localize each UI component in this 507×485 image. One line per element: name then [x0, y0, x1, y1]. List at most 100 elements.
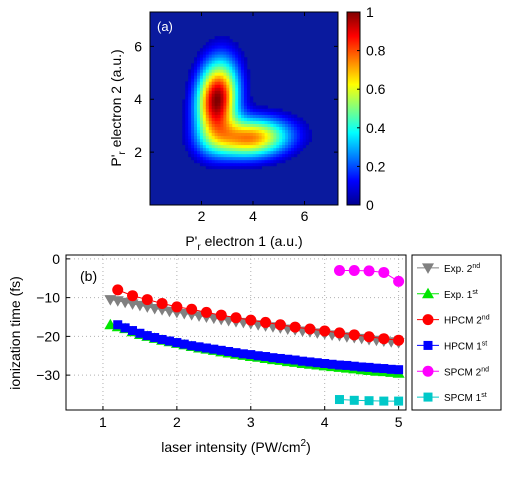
heatmap-cell	[226, 114, 230, 118]
heatmap-cell	[244, 102, 248, 106]
heatmap-cell	[226, 60, 230, 64]
heatmap-cell	[229, 90, 233, 94]
heatmap-cell	[194, 135, 198, 140]
data-point	[334, 395, 344, 405]
heatmap-cell	[267, 129, 271, 134]
heatmap-cell	[296, 150, 301, 155]
heatmap-cell	[238, 54, 242, 58]
heatmap-y-ticks: 2 4 6	[134, 38, 338, 160]
heatmap-cell	[202, 108, 207, 112]
heatmap-cell	[258, 114, 263, 118]
heatmap-cell	[191, 147, 195, 152]
heatmap-cell	[211, 123, 216, 127]
heatmap-cell	[285, 120, 289, 124]
heatmap-cell	[214, 72, 218, 76]
heatmap-cell	[244, 99, 248, 103]
heatmap-cell	[197, 141, 201, 146]
heatmap-cell	[182, 135, 186, 140]
heatmap-cell	[241, 144, 245, 149]
heatmap-cell	[249, 99, 254, 103]
heatmap-cell	[202, 48, 207, 52]
data-point	[357, 362, 367, 372]
heatmap-cell	[235, 108, 239, 112]
heatmap-cell	[279, 147, 283, 152]
heatmap-cell	[214, 126, 218, 131]
legend-label: HPCM 1st	[444, 340, 487, 352]
data-point	[253, 351, 263, 361]
heatmap-cell	[194, 63, 198, 67]
heatmap-cell	[199, 159, 204, 164]
heatmap-cell	[214, 54, 218, 58]
heatmap-cell	[202, 123, 207, 127]
heatmap-cell	[220, 108, 224, 112]
heatmap-cell	[220, 105, 224, 109]
heatmap-cell	[197, 51, 201, 55]
data-point	[363, 331, 375, 343]
heatmap-cell	[199, 63, 204, 67]
heatmap-cell	[191, 81, 195, 85]
heatmap-cell	[211, 96, 216, 100]
series-spcm-1st	[334, 395, 404, 406]
data-point	[200, 306, 212, 318]
heatmap-cell	[241, 138, 245, 143]
heatmap-cell	[205, 99, 210, 103]
heatmap-cell	[244, 87, 248, 91]
heatmap-cell	[188, 138, 192, 143]
heatmap-cell	[249, 96, 254, 100]
heatmap-cell	[235, 132, 239, 137]
heatmap-cell	[246, 117, 251, 121]
legend-item: Exp. 1st	[417, 287, 478, 301]
data-point	[150, 333, 160, 343]
heatmap-cell	[264, 153, 268, 158]
heatmap-cell	[288, 135, 292, 140]
heatmap-cell	[226, 138, 230, 143]
heatmap-cell	[285, 126, 289, 131]
heatmap-cell	[226, 108, 230, 112]
heatmap-cell	[199, 57, 204, 61]
colorbar-tick-label: 0.4	[366, 120, 386, 136]
heatmap-cell	[232, 84, 236, 88]
heatmap-cell	[185, 108, 189, 112]
heatmap-cell	[194, 117, 198, 121]
heatmap-cell	[241, 135, 245, 140]
heatmap-cell	[293, 117, 298, 121]
heatmap-cell	[197, 111, 201, 115]
heatmap-cell	[208, 66, 213, 70]
heatmap-cell	[208, 129, 213, 134]
data-point	[260, 316, 272, 328]
heatmap-cell	[249, 117, 254, 121]
heatmap-panel-label: (a)	[157, 19, 173, 34]
heatmap-cell	[229, 78, 233, 82]
heatmap-cell	[235, 66, 239, 70]
heatmap-cell	[264, 105, 268, 109]
heatmap-cell	[293, 147, 298, 152]
heatmap-cell	[205, 60, 210, 64]
heatmap-cell	[205, 150, 210, 155]
heatmap-cell	[229, 129, 233, 134]
heatmap-cell	[299, 144, 304, 149]
heatmap-cell	[223, 126, 227, 131]
heatmap-cell	[191, 156, 195, 161]
heatmap-cell	[199, 102, 204, 106]
series-hpcm-2nd	[112, 284, 405, 346]
heatmap-cell	[217, 123, 221, 127]
heatmap-cell	[299, 120, 304, 124]
heatmap-cell	[258, 111, 263, 115]
heatmap-cell	[288, 114, 292, 118]
heatmap-cell	[211, 99, 216, 103]
heatmap-cell	[246, 72, 251, 76]
heatmap-cell	[273, 159, 277, 164]
heatmap-cell	[188, 87, 192, 91]
heatmap-cell	[273, 111, 277, 115]
heatmap-cell	[232, 108, 236, 112]
legend-label: SPCM 2nd	[444, 366, 489, 378]
heatmap-cell	[252, 150, 257, 155]
heatmap-cell	[291, 114, 295, 118]
heatmap-cell	[276, 159, 280, 164]
heatmap-cell	[238, 69, 242, 73]
heatmap-cell	[235, 63, 239, 67]
heatmap-cell	[267, 117, 271, 121]
heatmap-cell	[214, 108, 218, 112]
heatmap-cell	[191, 102, 195, 106]
heatmap-cell	[217, 120, 221, 124]
